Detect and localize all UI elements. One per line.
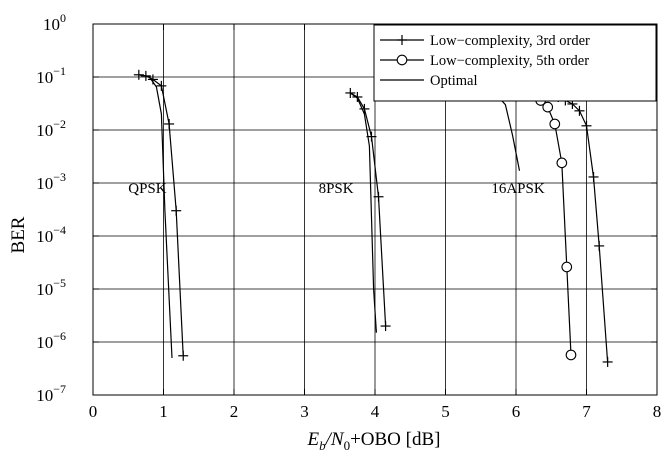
y-tick-label: 10−7: [36, 382, 66, 405]
legend-box: [373, 24, 657, 102]
series-layer: [133, 69, 613, 367]
x-tick-label: 3: [300, 402, 309, 421]
series-plus-8psk: [345, 87, 391, 332]
y-tick-label: 10−3: [36, 170, 66, 193]
data-point: [171, 205, 182, 216]
y-tick-base: 10: [36, 227, 53, 246]
y-tick-exponent: −5: [53, 276, 66, 290]
annotation-qpsk: QPSK: [128, 181, 167, 197]
y-tick-label: 100: [43, 11, 66, 34]
data-point: [549, 118, 561, 130]
x-axis-label-e: E: [307, 429, 320, 450]
x-axis-label-rest: +OBO [dB]: [350, 429, 440, 450]
x-axis-label: Eb/N0+OBO [dB]: [307, 429, 441, 452]
y-tick-exponent: −4: [53, 223, 66, 237]
y-tick-exponent: −1: [53, 64, 66, 78]
legend-label: Optimal: [430, 73, 478, 89]
data-point: [574, 105, 585, 116]
y-tick-base: 10: [36, 280, 53, 299]
x-tick-label: 2: [230, 402, 239, 421]
series-line: [350, 92, 387, 327]
y-tick-label: 10−1: [36, 64, 66, 87]
x-tick-label: 8: [653, 402, 662, 421]
x-axis-label-sub-0: 0: [344, 438, 351, 452]
y-tick-base: 10: [36, 174, 53, 193]
y-tick-base: 10: [43, 15, 60, 34]
y-axis-label: BER: [8, 216, 29, 253]
legend-label: Low−complexity, 5th order: [430, 53, 589, 69]
x-axis-label-sub-b: b: [319, 438, 326, 452]
legend-entry: Low−complexity, 3rd order: [380, 33, 590, 49]
legend-entry: Low−complexity, 5th order: [380, 53, 589, 69]
data-point: [542, 101, 554, 113]
data-point: [345, 87, 356, 98]
legend-marker: [397, 35, 407, 45]
annotation-16apsk: 16APSK: [491, 181, 545, 197]
data-point: [352, 91, 363, 102]
series-none-qpsk: [138, 74, 173, 359]
data-point: [164, 118, 175, 129]
series-circle-16apsk: [521, 87, 577, 361]
data-point: [156, 80, 167, 91]
data-point: [556, 157, 568, 169]
y-tick-label: 10−2: [36, 117, 66, 140]
annotation-8psk: 8PSK: [319, 181, 354, 197]
data-point: [602, 356, 613, 367]
data-point: [581, 120, 592, 131]
y-tick-base: 10: [36, 68, 53, 87]
x-tick-label: 6: [512, 402, 521, 421]
x-tick-label: 7: [582, 402, 591, 421]
legend-entry: Optimal: [380, 73, 478, 89]
data-point: [178, 350, 189, 361]
series-none-8psk: [349, 92, 377, 333]
legend: Low−complexity, 3rd order Low−complexity,…: [373, 24, 657, 102]
series-line: [551, 93, 609, 363]
x-tick-label: 5: [441, 402, 450, 421]
y-tick-label: 10−4: [36, 223, 66, 246]
x-tick-label: 4: [371, 402, 380, 421]
x-tick-label: 0: [89, 402, 98, 421]
series-line: [526, 92, 572, 355]
y-tick-base: 10: [36, 386, 53, 405]
annotations: QPSK 8PSK 16APSK: [128, 181, 545, 197]
data-point: [359, 103, 370, 114]
series-line: [138, 74, 173, 359]
y-tick-label: 10−5: [36, 276, 66, 299]
data-point: [561, 261, 573, 273]
data-point: [588, 171, 599, 182]
y-tick-exponent: −3: [53, 170, 66, 184]
x-axis-label-n: /N: [325, 429, 345, 450]
y-tick-label: 10−6: [36, 329, 66, 352]
y-tick-base: 10: [36, 121, 53, 140]
y-tick-exponent: −2: [53, 117, 66, 131]
y-tick-base: 10: [36, 333, 53, 352]
y-tick-exponent: −6: [53, 329, 66, 343]
y-tick-exponent: 0: [60, 11, 66, 25]
data-point: [373, 191, 384, 202]
x-tick-label: 1: [159, 402, 168, 421]
data-point: [594, 240, 605, 251]
data-point: [380, 321, 391, 332]
series-line: [349, 92, 377, 333]
y-tick-exponent: −7: [53, 382, 66, 396]
legend-marker: [396, 54, 408, 66]
data-point: [565, 349, 577, 361]
legend-label: Low−complexity, 3rd order: [430, 33, 590, 49]
